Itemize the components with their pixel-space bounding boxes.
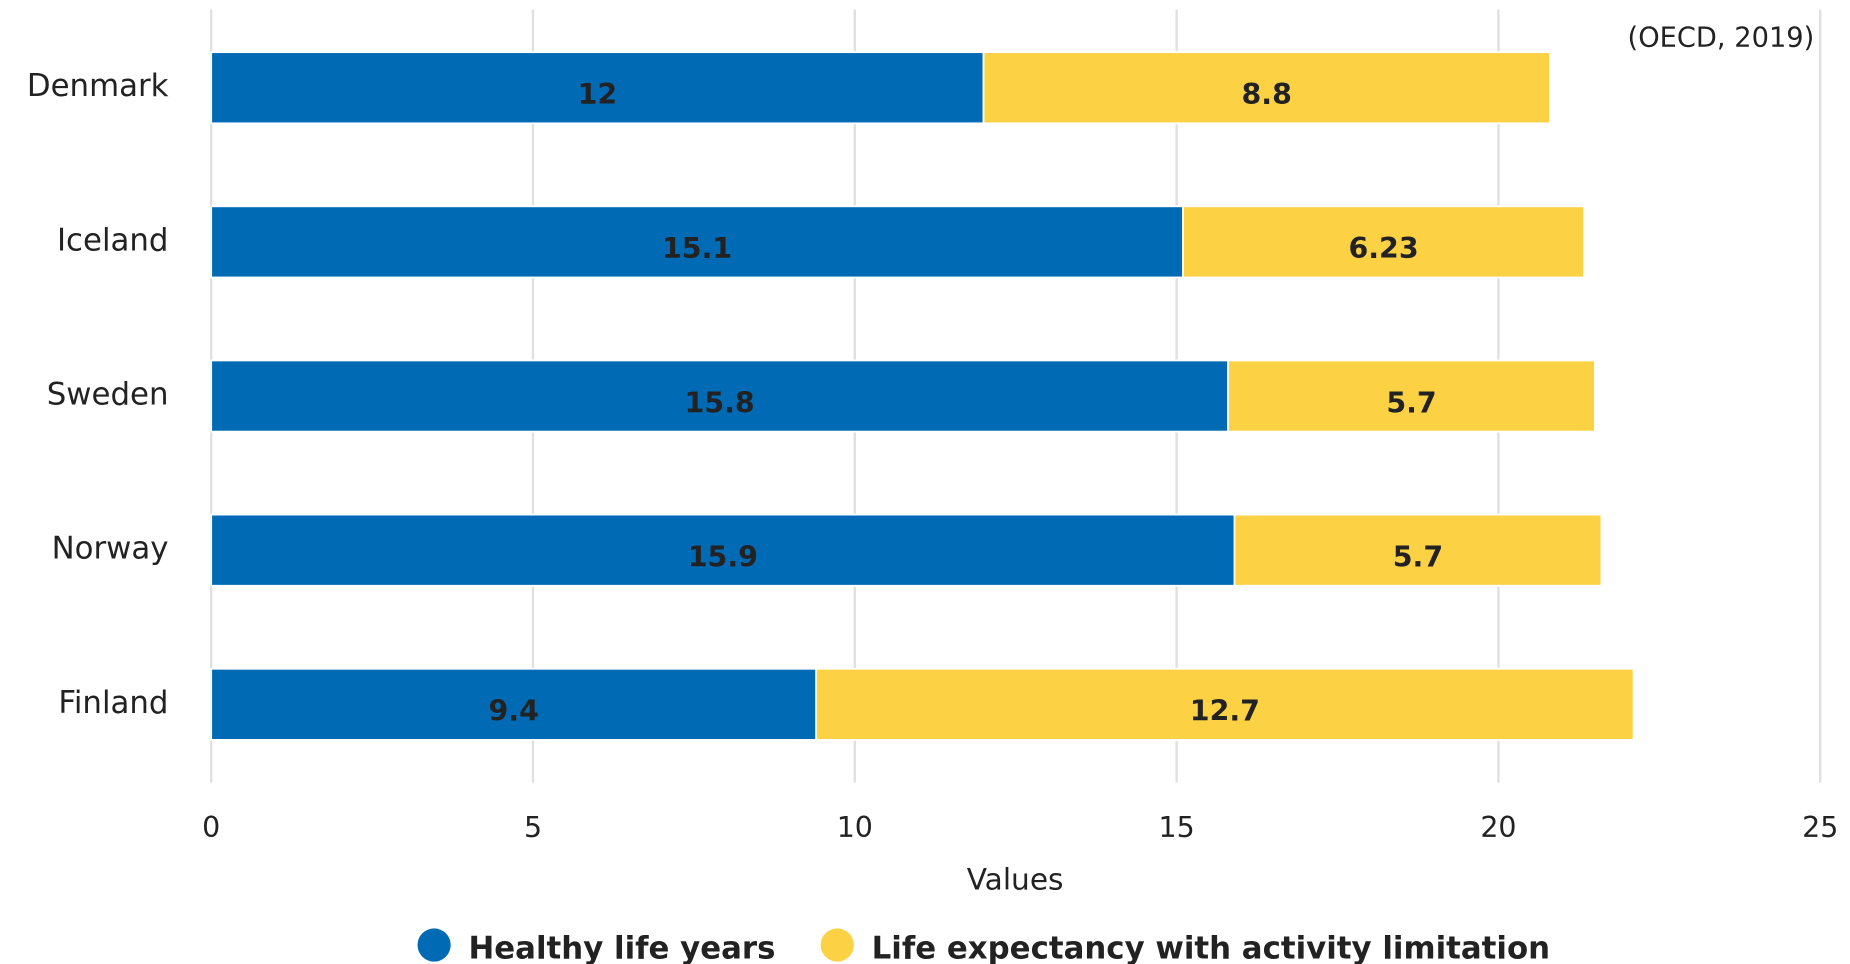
- legend-label: Life expectancy with activity limitation: [872, 930, 1550, 964]
- x-tick-label: 10: [837, 811, 873, 844]
- legend-marker: [417, 928, 451, 962]
- legend-marker: [820, 928, 854, 962]
- bar-segment: [1182, 205, 1585, 279]
- data-label: 5.7: [1386, 386, 1436, 419]
- y-tick-label: Sweden: [47, 377, 169, 413]
- data-label: 6.23: [1348, 232, 1418, 265]
- y-tick-label: Norway: [52, 531, 169, 567]
- bar-segment: [210, 359, 1229, 433]
- data-label: 12: [578, 78, 618, 111]
- x-tick-label: 25: [1802, 811, 1838, 844]
- data-label: 5.7: [1393, 540, 1443, 573]
- x-tick-label: 20: [1480, 811, 1516, 844]
- bar-segment: [210, 51, 985, 125]
- bar-segment: [1233, 513, 1603, 587]
- x-axis-label: Values: [967, 861, 1064, 896]
- legend-label: Healthy life years: [468, 930, 775, 964]
- data-label: 15.1: [662, 232, 732, 265]
- data-label: 15.8: [685, 386, 755, 419]
- bar-segment: [1227, 359, 1596, 433]
- x-tick-label: 15: [1159, 811, 1195, 844]
- y-tick-label: Finland: [58, 685, 168, 721]
- bar-segment: [982, 51, 1551, 125]
- y-tick-label: Denmark: [27, 68, 169, 104]
- data-label: 15.9: [688, 540, 758, 573]
- data-label: 8.8: [1242, 78, 1292, 111]
- bar-segment: [815, 667, 1635, 741]
- x-tick-label: 5: [524, 811, 542, 844]
- data-label: 9.4: [488, 695, 538, 728]
- data-label: 12.7: [1190, 695, 1260, 728]
- y-tick-label: Iceland: [57, 222, 169, 258]
- x-tick-label: 0: [202, 811, 220, 844]
- bar-segment: [210, 513, 1236, 587]
- annotation: (OECD, 2019): [1628, 23, 1815, 54]
- bar-segment: [210, 667, 818, 741]
